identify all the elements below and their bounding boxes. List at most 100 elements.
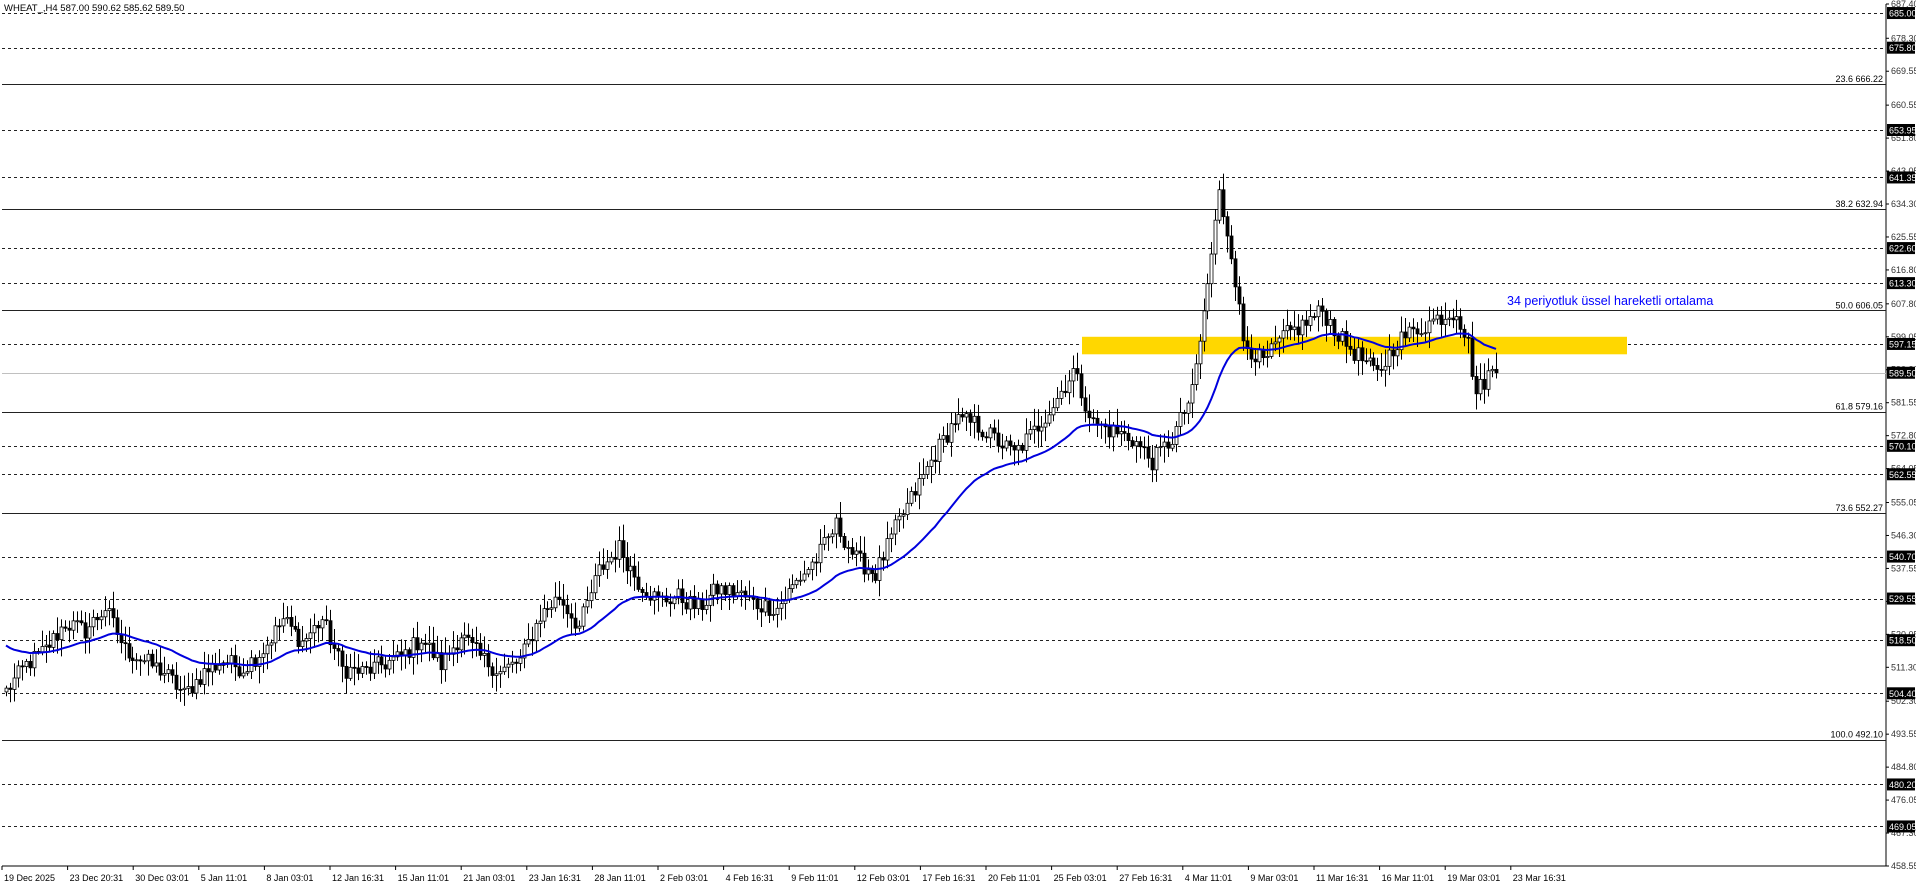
level-price-tag[interactable]: 540.70 — [1887, 550, 1916, 563]
candle[interactable] — [1225, 211, 1230, 253]
candle[interactable] — [387, 654, 392, 676]
candle[interactable] — [715, 580, 720, 605]
level-price-tag[interactable]: 641.35 — [1887, 171, 1916, 184]
candle[interactable] — [617, 526, 622, 568]
candle[interactable] — [826, 533, 831, 551]
candle[interactable] — [925, 461, 930, 479]
candle[interactable] — [55, 617, 60, 654]
candle[interactable] — [237, 656, 242, 679]
candle[interactable] — [628, 555, 633, 587]
candle[interactable] — [1186, 400, 1191, 424]
candle[interactable] — [312, 613, 317, 648]
candle[interactable] — [798, 570, 803, 586]
candle[interactable] — [1364, 348, 1369, 365]
candle[interactable] — [1067, 370, 1072, 405]
candle[interactable] — [538, 604, 543, 638]
candle[interactable] — [91, 609, 96, 637]
candle[interactable] — [1047, 400, 1052, 427]
candle[interactable] — [1439, 306, 1444, 337]
candle[interactable] — [28, 654, 33, 676]
candle[interactable] — [296, 622, 301, 654]
candle[interactable] — [909, 486, 914, 507]
candle[interactable] — [739, 580, 744, 607]
candle[interactable] — [1158, 434, 1163, 457]
candle[interactable] — [289, 605, 294, 637]
candle[interactable] — [265, 636, 270, 670]
candle[interactable] — [1146, 435, 1151, 468]
candle[interactable] — [1431, 308, 1436, 325]
candle[interactable] — [1273, 325, 1278, 352]
ema-line[interactable] — [5, 332, 1497, 667]
candle[interactable] — [605, 550, 610, 579]
candle[interactable] — [1083, 386, 1088, 423]
candle[interactable] — [127, 626, 132, 663]
candle[interactable] — [676, 579, 681, 605]
candle[interactable] — [1202, 298, 1207, 352]
candle[interactable] — [51, 630, 56, 654]
candle[interactable] — [99, 609, 104, 630]
candle[interactable] — [1403, 317, 1408, 346]
candle[interactable] — [589, 579, 594, 609]
candle[interactable] — [1304, 311, 1309, 338]
candle[interactable] — [277, 618, 282, 641]
level-price-tag[interactable]: 675.80 — [1887, 41, 1916, 54]
candle[interactable] — [1012, 442, 1017, 466]
candle[interactable] — [818, 529, 823, 573]
current-price-tag[interactable]: 589.50 — [1887, 366, 1916, 379]
candle[interactable] — [569, 603, 574, 635]
candle[interactable] — [1209, 242, 1214, 298]
candle[interactable] — [1466, 332, 1471, 354]
candle[interactable] — [980, 429, 985, 441]
candle[interactable] — [293, 615, 298, 632]
candle[interactable] — [427, 625, 432, 662]
candle[interactable] — [332, 629, 337, 660]
candle[interactable] — [1340, 328, 1345, 346]
candle[interactable] — [170, 664, 175, 684]
candle[interactable] — [1344, 320, 1349, 364]
candle[interactable] — [455, 634, 460, 663]
candle[interactable] — [1000, 433, 1005, 460]
candle[interactable] — [1352, 336, 1357, 364]
candle[interactable] — [241, 658, 246, 679]
candle[interactable] — [395, 644, 400, 661]
candle[interactable] — [1328, 310, 1333, 334]
candle[interactable] — [162, 656, 167, 684]
candle[interactable] — [1312, 312, 1317, 321]
level-price-tag[interactable]: 597.15 — [1887, 337, 1916, 350]
candle[interactable] — [158, 647, 163, 681]
candle[interactable] — [1166, 430, 1171, 458]
candle[interactable] — [8, 682, 13, 703]
candle[interactable] — [494, 657, 499, 692]
candle[interactable] — [640, 587, 645, 602]
candle[interactable] — [1407, 322, 1412, 342]
candle[interactable] — [178, 675, 183, 702]
candle[interactable] — [320, 615, 325, 641]
candle[interactable] — [470, 628, 475, 659]
candle[interactable] — [972, 404, 977, 439]
candle[interactable] — [1296, 314, 1301, 344]
candle[interactable] — [1138, 436, 1143, 459]
candle[interactable] — [1055, 386, 1060, 412]
candle[interactable] — [1217, 180, 1222, 224]
candle[interactable] — [561, 583, 566, 619]
candle[interactable] — [530, 626, 535, 656]
candle[interactable] — [593, 563, 598, 600]
candle[interactable] — [474, 626, 479, 657]
candle[interactable] — [534, 619, 539, 653]
candle[interactable] — [1474, 365, 1479, 410]
candle[interactable] — [1134, 436, 1139, 463]
candle[interactable] — [956, 398, 961, 431]
candle[interactable] — [1178, 397, 1183, 436]
candle[interactable] — [261, 642, 266, 673]
candle[interactable] — [12, 663, 17, 702]
candle[interactable] — [1423, 321, 1428, 343]
candle[interactable] — [1039, 415, 1044, 447]
candle[interactable] — [1182, 409, 1187, 425]
candle[interactable] — [1059, 380, 1064, 405]
candle[interactable] — [415, 621, 420, 665]
candle[interactable] — [431, 626, 436, 661]
candle[interactable] — [601, 548, 606, 575]
candle[interactable] — [273, 616, 278, 652]
candle[interactable] — [32, 642, 37, 677]
